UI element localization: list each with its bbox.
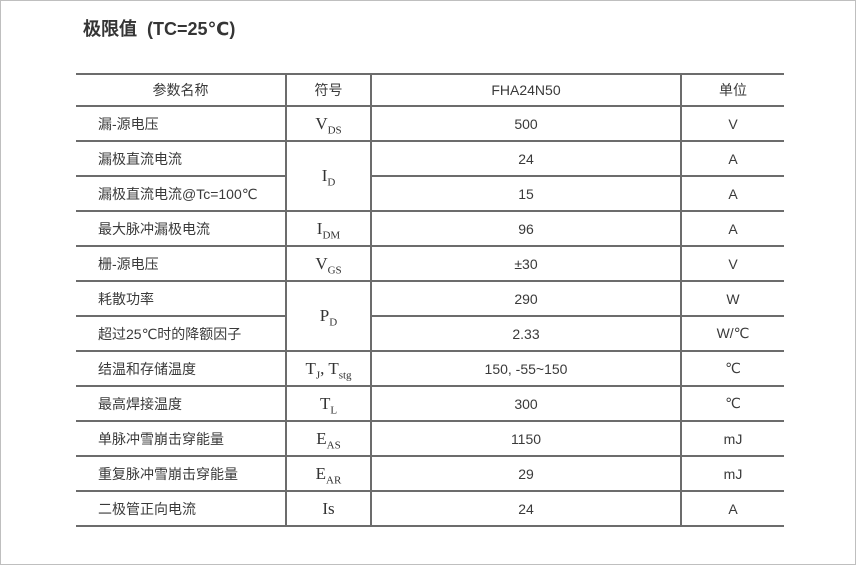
unit-cell: A <box>680 490 784 527</box>
symbol-sub: AS <box>326 438 341 451</box>
symbol-cell: IDM <box>285 210 371 246</box>
unit-cell: mJ <box>680 420 784 456</box>
page-title: 极限值 (TC=25℃) <box>83 19 236 39</box>
unit-cell: A <box>680 175 784 211</box>
symbol-base: P <box>319 306 330 325</box>
symbol-sub: DS <box>327 123 342 136</box>
symbol-cell: VGS <box>285 245 371 281</box>
value-cell: 2.33 <box>370 315 681 351</box>
param-cell: 漏-源电压 <box>76 105 286 141</box>
table-row: 漏极直流电流 ID 24 A <box>76 140 784 211</box>
symbol-base: E <box>316 428 327 448</box>
symbol-cell: ID <box>285 140 371 211</box>
symbol-sub: GS <box>327 263 342 276</box>
table-header-row: 参数名称 符号 FHA24N50 单位 <box>76 73 784 106</box>
symbol-cell: Is <box>285 490 371 527</box>
param-cell: 最高焊接温度 <box>76 385 286 421</box>
maximum-ratings-table: 参数名称 符号 FHA24N50 单位 漏-源电压 VDS 500 V 漏极直流… <box>76 73 784 527</box>
table-row: 超过25℃时的降额因子 2.33 W/℃ <box>76 315 784 351</box>
param-cell: 超过25℃时的降额因子 <box>76 315 286 351</box>
param-cell: 栅-源电压 <box>76 245 286 281</box>
symbol-base: T <box>319 393 331 413</box>
symbol-sub: J <box>315 368 321 381</box>
value-cell: 300 <box>370 385 681 421</box>
value-cell: 15 <box>370 175 681 211</box>
table-row: 二极管正向电流 Is 24 A <box>76 490 784 527</box>
table-row: 最高焊接温度 TL 300 ℃ <box>76 385 784 421</box>
value-cell: 29 <box>370 455 681 491</box>
symbol-separator: , <box>320 358 329 378</box>
symbol-cell: PD <box>285 280 371 351</box>
value-cell: 500 <box>370 105 681 141</box>
value-cell: 96 <box>370 210 681 246</box>
value-cell: 290 <box>370 280 681 316</box>
symbol-cell: EAS <box>285 420 371 456</box>
unit-cell: V <box>680 245 784 281</box>
symbol-cell: EAR <box>285 455 371 491</box>
table-row: 漏-源电压 VDS 500 V <box>76 105 784 141</box>
value-cell: 1150 <box>370 420 681 456</box>
table-row: 漏极直流电流@Tc=100℃ 15 A <box>76 175 784 211</box>
symbol-sub: D <box>327 176 336 189</box>
symbol-sub: stg <box>338 368 352 381</box>
symbol-cell: TJ, Tstg <box>285 350 371 386</box>
param-cell: 耗散功率 <box>76 280 286 316</box>
col-header-device: FHA24N50 <box>370 73 681 106</box>
unit-cell: A <box>680 210 784 246</box>
symbol-cell: VDS <box>285 105 371 141</box>
col-header-parameter: 参数名称 <box>76 73 286 106</box>
param-cell: 最大脉冲漏极电流 <box>76 210 286 246</box>
table-row: 最大脉冲漏极电流 IDM 96 A <box>76 210 784 246</box>
table-row: 重复脉冲雪崩击穿能量 EAR 29 mJ <box>76 455 784 491</box>
symbol-base: Is <box>322 498 335 518</box>
symbol-base: E <box>315 463 327 483</box>
table-row: 栅-源电压 VGS ±30 V <box>76 245 784 281</box>
col-header-unit: 单位 <box>680 73 784 106</box>
param-cell: 重复脉冲雪崩击穿能量 <box>76 455 286 491</box>
unit-cell: ℃ <box>680 350 784 386</box>
table-row: 耗散功率 PD 290 W <box>76 280 784 351</box>
unit-cell: ℃ <box>680 385 784 421</box>
unit-cell: W/℃ <box>680 315 784 351</box>
param-cell: 漏极直流电流@Tc=100℃ <box>76 175 286 211</box>
value-cell: 24 <box>370 140 681 176</box>
table-row: 结温和存储温度 TJ, Tstg 150, -55~150 ℃ <box>76 350 784 386</box>
symbol-base: I <box>316 218 323 238</box>
unit-cell: W <box>680 280 784 316</box>
symbol-base: T <box>305 358 316 378</box>
unit-cell: A <box>680 140 784 176</box>
symbol-sub: L <box>330 403 338 416</box>
symbol-cell: TL <box>285 385 371 421</box>
symbol-base: V <box>315 253 328 273</box>
symbol-sub: AR <box>326 473 342 486</box>
param-cell: 二极管正向电流 <box>76 490 286 527</box>
symbol-sub: D <box>329 316 338 329</box>
symbol-base: V <box>315 113 328 133</box>
param-cell: 结温和存储温度 <box>76 350 286 386</box>
unit-cell: V <box>680 105 784 141</box>
value-cell: 150, -55~150 <box>370 350 681 386</box>
value-cell: 24 <box>370 490 681 527</box>
col-header-symbol: 符号 <box>285 73 371 106</box>
param-cell: 漏极直流电流 <box>76 140 286 176</box>
value-cell: ±30 <box>370 245 681 281</box>
param-cell: 单脉冲雪崩击穿能量 <box>76 420 286 456</box>
symbol-sub: DM <box>322 228 341 241</box>
unit-cell: mJ <box>680 455 784 491</box>
symbol-base: T <box>328 358 339 378</box>
symbol-base: I <box>321 166 328 185</box>
table-row: 单脉冲雪崩击穿能量 EAS 1150 mJ <box>76 420 784 456</box>
